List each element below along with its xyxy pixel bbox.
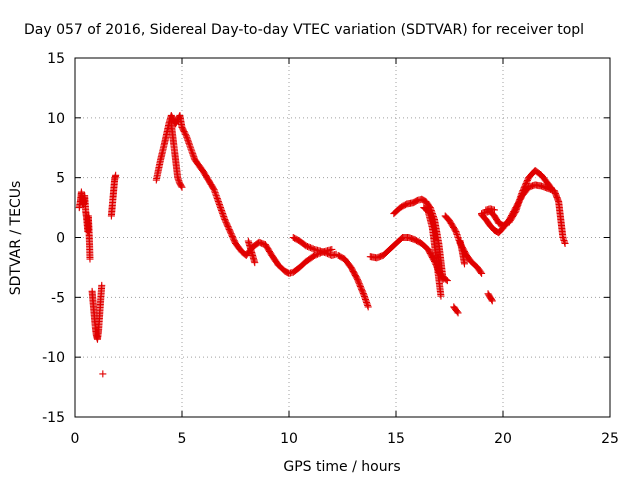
data-point (478, 269, 486, 277)
series-arc-1 (75, 188, 94, 263)
series-arc-13 (441, 212, 486, 277)
data-point (454, 309, 462, 317)
data-point (437, 292, 445, 300)
series-arc-15 (456, 237, 468, 268)
series-arc-11 (390, 195, 447, 283)
y-tick-label: 15 (47, 51, 65, 67)
data-point (547, 184, 555, 192)
x-tick-label: 20 (494, 431, 512, 447)
y-axis-label: SDTVAR / TECUs (8, 181, 24, 296)
data-point (477, 268, 485, 276)
series-arc-6 (167, 120, 186, 191)
series-arc-8 (289, 234, 340, 259)
y-tick-label: -5 (51, 290, 65, 306)
data-point (488, 296, 496, 304)
y-tick-label: 5 (56, 171, 65, 187)
data-point (98, 281, 106, 289)
data-point (177, 182, 185, 190)
x-tick-label: 10 (280, 431, 298, 447)
data-point (99, 370, 107, 378)
series-arc-4 (107, 171, 120, 220)
series-arc-2 (88, 281, 106, 343)
series-arc-3 (99, 370, 107, 378)
data-point (439, 275, 447, 283)
series-arc-12 (420, 204, 445, 300)
x-axis-label: GPS time / hours (283, 459, 400, 475)
x-tick-label: 5 (178, 431, 187, 447)
grid (75, 58, 610, 417)
data-point (460, 260, 468, 268)
data-point (548, 186, 556, 194)
data-point (359, 290, 367, 298)
data-point (453, 308, 461, 316)
data-point (443, 277, 451, 285)
series-arc-18 (484, 290, 496, 305)
x-tick-label: 0 (71, 431, 80, 447)
series-arc-5 (152, 111, 336, 277)
series-arc-19 (482, 205, 498, 214)
y-tick-label: -10 (42, 350, 65, 366)
axis-ticks: 0 5 10 15 20 25 -15 -10 -5 0 5 10 15 (42, 51, 619, 447)
y-tick-label: -15 (42, 410, 65, 426)
x-tick-label: 25 (601, 431, 619, 447)
data-series (75, 111, 569, 378)
data-point (86, 255, 94, 263)
y-tick-label: 10 (47, 111, 65, 127)
x-tick-label: 15 (387, 431, 405, 447)
data-point (488, 297, 496, 305)
data-point (490, 206, 498, 214)
data-point (112, 171, 120, 179)
data-point (178, 183, 186, 191)
data-point (251, 259, 259, 267)
data-point (561, 239, 569, 247)
chart-title: Day 057 of 2016, Sidereal Day-to-day VTE… (24, 22, 584, 38)
series-arc-9 (334, 251, 372, 311)
series-arc-17 (478, 166, 556, 230)
data-point (328, 245, 336, 253)
series-arc-14 (450, 303, 462, 317)
series-arc-7 (244, 237, 259, 267)
data-point (182, 130, 190, 138)
y-tick-label: 0 (56, 231, 65, 247)
data-point (364, 303, 372, 311)
